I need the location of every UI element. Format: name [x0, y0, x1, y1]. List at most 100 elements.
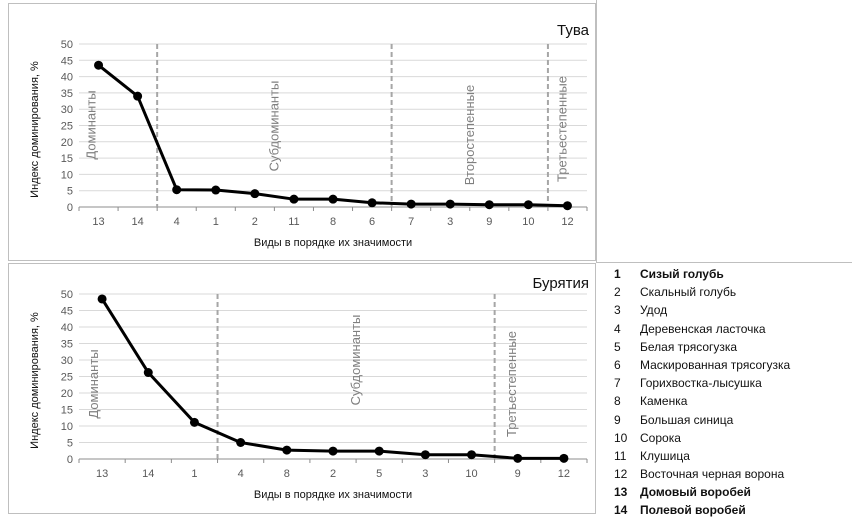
y-tick-label: 45 — [61, 306, 73, 318]
legend-item-number: 4 — [614, 321, 621, 336]
x-tick-label: 11 — [288, 216, 299, 228]
legend-item-name: Сизый голубь — [640, 267, 724, 281]
legend-item-number: 10 — [614, 430, 628, 445]
x-axis-title: Виды в порядке их значимости — [254, 489, 412, 501]
legend-item-name: Сорока — [640, 430, 681, 445]
y-tick-label: 25 — [61, 372, 73, 384]
data-point — [97, 294, 107, 304]
x-axis-title: Виды в порядке их значимости — [254, 237, 412, 249]
legend-item: 5 Белая трясогузка — [614, 338, 790, 356]
x-tick-label: 10 — [522, 216, 534, 228]
y-tick-label: 20 — [61, 388, 73, 400]
y-tick-label: 20 — [61, 137, 73, 149]
legend-item-number: 12 — [614, 467, 628, 482]
legend-item-number: 6 — [614, 357, 621, 372]
legend-item-number: 11 — [614, 448, 627, 463]
x-tick-label: 14 — [131, 216, 143, 228]
chart-buryatia: 0 5 10 15 20 25 30 35 40 45 50 13 14 1 4 8 2 5 3 10 9 12 Домин… — [8, 263, 596, 514]
x-tick-label: 9 — [515, 468, 521, 480]
x-tick-label: 13 — [96, 468, 108, 480]
data-point — [94, 60, 104, 70]
legend-item-name: Восточная черная ворона — [640, 467, 785, 482]
legend-item-number: 14 — [614, 503, 628, 518]
y-tick-label: 5 — [67, 438, 73, 450]
data-point — [328, 446, 338, 456]
x-tick-label: 3 — [422, 468, 428, 480]
y-axis-title: Индекс доминирования, % — [29, 312, 41, 449]
legend-item-name: Большая синица — [640, 412, 734, 427]
legend-item-number: 1 — [614, 267, 621, 281]
legend-item-number: 13 — [614, 485, 628, 500]
y-tick-label: 50 — [61, 289, 73, 301]
chart-tuva: 0 5 10 15 20 25 30 35 40 45 50 13 14 4 1 2 11 8 6 7 3 9 10 12 До… — [8, 3, 596, 261]
data-point — [562, 201, 572, 211]
data-point — [559, 453, 569, 463]
data-point — [172, 185, 182, 195]
legend-item-name: Домовый воробей — [640, 485, 751, 500]
legend-item-number: 3 — [614, 303, 621, 318]
x-tick-label: 13 — [92, 216, 104, 228]
chart-title: Бурятия — [532, 275, 589, 292]
legend-item-number: 8 — [614, 394, 621, 409]
legend-item: 8 Каменка — [614, 392, 790, 410]
legend-item-name: Деревенская ласточка — [640, 321, 766, 336]
group-label: Второстепенные — [462, 85, 477, 185]
legend-item: 6 Маскированная трясогузка — [614, 356, 790, 374]
y-tick-label: 35 — [61, 339, 73, 351]
data-point — [467, 450, 477, 460]
data-point — [133, 91, 143, 101]
x-tick-label: 12 — [561, 216, 573, 228]
x-tick-label: 6 — [369, 216, 375, 228]
y-tick-label: 30 — [61, 355, 73, 367]
y-axis-title: Индекс доминирования, % — [29, 61, 41, 198]
data-point — [189, 417, 199, 427]
x-tick-label: 12 — [558, 468, 570, 480]
legend-item: 14 Полевой воробей — [614, 501, 790, 519]
group-label: Субдоминанты — [348, 315, 363, 406]
y-tick-label: 40 — [61, 322, 73, 334]
data-point — [236, 438, 246, 447]
legend-item-number: 5 — [614, 339, 621, 354]
x-tick-label: 9 — [486, 216, 492, 228]
species-legend: 1 Сизый голубь 2 Скальный голубь 3 Удод 4 Дерев… — [614, 265, 790, 520]
data-point — [484, 200, 494, 210]
legend-item-name: Скальный голубь — [640, 285, 737, 300]
legend-item-name: Каменка — [640, 394, 688, 409]
legend-item-name: Клушица — [640, 448, 690, 463]
frame-divider-horizontal — [596, 262, 852, 263]
x-tick-label: 14 — [142, 468, 154, 480]
data-point — [523, 200, 533, 210]
data-point — [328, 194, 338, 204]
data-point — [420, 450, 430, 460]
x-tick-label: 7 — [408, 216, 414, 228]
legend-item: 2 Скальный голубь — [614, 283, 790, 301]
legend-item: 10 Сорока — [614, 429, 790, 447]
group-label: Доминанты — [86, 349, 101, 418]
y-tick-label: 10 — [61, 421, 73, 433]
legend-item-name: Маскированная трясогузка — [640, 357, 791, 372]
legend-item-number: 2 — [614, 285, 621, 300]
legend-item-number: 7 — [614, 376, 621, 391]
x-tick-label: 10 — [465, 468, 477, 480]
y-tick-label: 30 — [61, 104, 73, 116]
data-point — [374, 446, 384, 456]
x-tick-label: 5 — [376, 468, 382, 480]
data-point — [513, 453, 523, 463]
x-tick-label: 8 — [284, 468, 290, 480]
group-label: Третьестепенные — [555, 76, 570, 182]
x-tick-label: 1 — [213, 216, 219, 228]
group-label: Субдоминанты — [266, 81, 281, 172]
data-point — [282, 445, 292, 455]
data-point — [289, 194, 299, 204]
chart-title: Тува — [557, 22, 590, 39]
legend-item: 7 Горихвостка-лысушка — [614, 374, 790, 392]
data-point — [445, 199, 455, 209]
y-tick-label: 0 — [67, 454, 73, 466]
legend-item: 12 Восточная черная ворона — [614, 465, 790, 483]
series-line — [97, 64, 568, 208]
data-point — [143, 368, 153, 378]
group-label: Третьестепенные — [504, 331, 519, 437]
y-tick-label: 40 — [61, 72, 73, 84]
legend-item: 1 Сизый голубь — [614, 265, 790, 283]
